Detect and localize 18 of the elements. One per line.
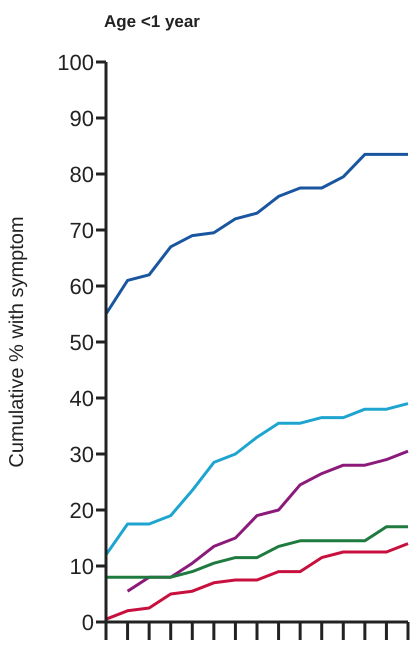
y-tick-label: 70 bbox=[70, 218, 94, 243]
y-axis-title: Cumulative % with symptom bbox=[6, 216, 28, 468]
line-series bbox=[104, 525, 410, 579]
y-tick-label: 60 bbox=[70, 274, 94, 299]
y-tick-label: 50 bbox=[70, 330, 94, 355]
line-series bbox=[104, 542, 410, 621]
y-tick-label: 100 bbox=[57, 50, 94, 75]
line-series bbox=[126, 450, 410, 593]
y-tick-label: 30 bbox=[70, 442, 94, 467]
y-tick-label: 20 bbox=[70, 498, 94, 523]
y-tick-label: 40 bbox=[70, 386, 94, 411]
line-series bbox=[104, 402, 410, 556]
y-tick-label: 10 bbox=[70, 554, 94, 579]
chart-title: Age <1 year bbox=[104, 12, 200, 32]
line-series bbox=[104, 152, 410, 316]
y-tick-label: 80 bbox=[70, 162, 94, 187]
y-tick-label: 90 bbox=[70, 106, 94, 131]
y-tick-label: 0 bbox=[82, 610, 94, 635]
